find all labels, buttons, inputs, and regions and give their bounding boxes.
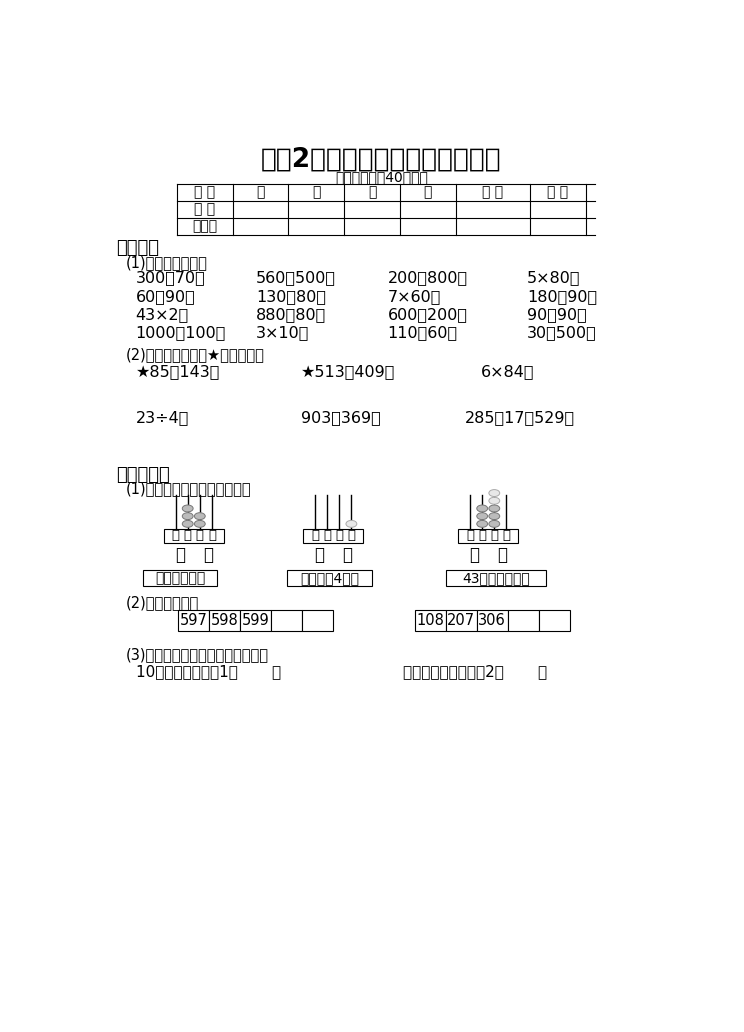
Text: 阅卷人: 阅卷人	[192, 219, 217, 233]
Text: 300＋70＝: 300＋70＝	[135, 270, 205, 285]
Text: ）: ）	[342, 546, 352, 565]
Ellipse shape	[489, 497, 500, 505]
Text: 207: 207	[447, 613, 475, 628]
Text: 598: 598	[211, 613, 239, 628]
Text: 30＋500＝: 30＋500＝	[527, 325, 597, 341]
Text: （考试时间：40分钟）: （考试时间：40分钟）	[335, 170, 428, 184]
Text: 百: 百	[478, 529, 487, 542]
Text: 1000－100＝: 1000－100＝	[135, 325, 226, 341]
Text: 6×84＝: 6×84＝	[481, 364, 534, 379]
Ellipse shape	[477, 505, 487, 512]
Text: 560－500＝: 560－500＝	[256, 270, 336, 285]
Text: 43个十组成的数: 43个十组成的数	[462, 571, 530, 585]
Text: 43×2＝: 43×2＝	[135, 308, 189, 322]
Text: 千: 千	[172, 529, 179, 542]
Text: 百: 百	[323, 529, 331, 542]
Bar	[240, 611, 272, 631]
Bar	[272, 611, 302, 631]
Text: 百: 百	[184, 529, 192, 542]
Text: (2)用竖式计算，有★的要验算。: (2)用竖式计算，有★的要验算。	[126, 347, 264, 362]
Bar	[303, 528, 364, 543]
Text: 千: 千	[466, 529, 474, 542]
Text: 5×80＝: 5×80＝	[527, 270, 580, 285]
Text: 总 分: 总 分	[482, 186, 504, 199]
Text: 285＋17＋529＝: 285＋17＋529＝	[465, 411, 575, 425]
Text: (2)找规律填数。: (2)找规律填数。	[126, 595, 199, 610]
Text: 千: 千	[311, 529, 319, 542]
Text: 小学2年级数学（下册）期末试卷: 小学2年级数学（下册）期末试卷	[261, 147, 501, 173]
Text: 599: 599	[242, 613, 269, 628]
Text: 60＋90＝: 60＋90＝	[135, 289, 196, 303]
Text: (3)在括号里填上合适的长度单位。: (3)在括号里填上合适的长度单位。	[126, 647, 269, 663]
Bar	[507, 611, 539, 631]
Bar	[446, 611, 477, 631]
Text: （: （	[314, 546, 324, 565]
Text: 880－80＝: 880－80＝	[256, 308, 326, 322]
Text: 个: 个	[208, 529, 216, 542]
Text: 十: 十	[490, 529, 498, 542]
Bar	[302, 611, 333, 631]
Ellipse shape	[194, 520, 205, 527]
Ellipse shape	[182, 505, 193, 512]
Bar	[458, 528, 519, 543]
Text: 110－60＝: 110－60＝	[388, 325, 458, 341]
Ellipse shape	[489, 489, 500, 496]
Bar	[477, 611, 507, 631]
Text: 180－90＝: 180－90＝	[527, 289, 597, 303]
Bar	[179, 611, 209, 631]
Text: ★513－409＝: ★513－409＝	[301, 364, 395, 379]
Text: 个: 个	[347, 529, 356, 542]
Text: (1)直接写出得数。: (1)直接写出得数。	[126, 255, 208, 269]
Text: ）: ）	[202, 546, 213, 565]
Text: 3×10＝: 3×10＝	[256, 325, 309, 341]
Bar	[414, 611, 446, 631]
Bar	[286, 571, 372, 586]
Ellipse shape	[182, 513, 193, 520]
Bar	[209, 611, 240, 631]
Bar	[164, 528, 224, 543]
Text: 个: 个	[502, 529, 510, 542]
Text: 130－80＝: 130－80＝	[256, 289, 326, 303]
Text: 306: 306	[478, 613, 506, 628]
Ellipse shape	[346, 520, 357, 527]
Text: 600－200＝: 600－200＝	[388, 308, 467, 322]
Text: 一: 一	[256, 186, 265, 199]
Text: 7×60＝: 7×60＝	[388, 289, 441, 303]
Text: 最小的四位数: 最小的四位数	[155, 571, 205, 585]
Text: 10张纸的厚度约是1（       ）: 10张纸的厚度约是1（ ）	[135, 665, 280, 679]
Text: 二: 二	[312, 186, 321, 199]
Ellipse shape	[182, 520, 193, 527]
Bar	[144, 571, 217, 586]
Text: 903－369＝: 903－369＝	[301, 411, 380, 425]
Text: 十: 十	[336, 529, 343, 542]
Text: 三: 三	[368, 186, 376, 199]
Text: （: （	[469, 546, 479, 565]
Text: 十: 十	[196, 529, 204, 542]
Ellipse shape	[477, 513, 487, 520]
Text: ）: ）	[497, 546, 507, 565]
Ellipse shape	[194, 513, 205, 520]
Text: 十位上是4的数: 十位上是4的数	[300, 571, 359, 585]
Text: 四: 四	[423, 186, 432, 199]
Text: 吃饭用的筷子大约长2（       ）: 吃饭用的筷子大约长2（ ）	[403, 665, 547, 679]
Text: 23÷4＝: 23÷4＝	[135, 411, 189, 425]
Text: （: （	[175, 546, 185, 565]
Text: 一、计算: 一、计算	[116, 239, 159, 257]
Text: 等 第: 等 第	[548, 186, 568, 199]
Ellipse shape	[477, 520, 487, 527]
Ellipse shape	[489, 513, 500, 520]
Text: 得 分: 得 分	[194, 202, 215, 217]
Ellipse shape	[489, 505, 500, 512]
Text: ★85＋143＝: ★85＋143＝	[135, 364, 220, 379]
Text: (1)先在括号里填数，再连线。: (1)先在括号里填数，再连线。	[126, 481, 251, 496]
Text: 200＋800＝: 200＋800＝	[388, 270, 468, 285]
Bar	[539, 611, 570, 631]
Text: 108: 108	[416, 613, 444, 628]
Ellipse shape	[489, 520, 500, 527]
Text: 597: 597	[180, 613, 208, 628]
Text: 90＋90＝: 90＋90＝	[527, 308, 587, 322]
Bar	[446, 571, 546, 586]
Text: 题 号: 题 号	[194, 186, 215, 199]
Text: 二、填一填: 二、填一填	[116, 465, 170, 484]
